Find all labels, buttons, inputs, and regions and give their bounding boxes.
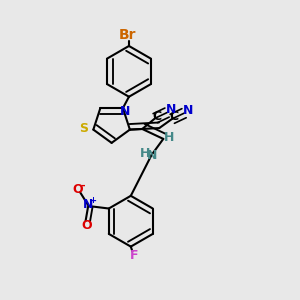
Text: F: F (130, 249, 138, 262)
Text: C: C (152, 110, 162, 123)
Text: C: C (169, 110, 179, 123)
Text: O: O (72, 182, 83, 196)
Text: H: H (140, 147, 150, 160)
Text: +: + (89, 196, 96, 205)
Text: N: N (83, 198, 93, 211)
Text: N: N (166, 103, 176, 116)
Text: -: - (81, 180, 85, 190)
Text: O: O (81, 219, 92, 232)
Text: S: S (80, 122, 88, 136)
Text: N: N (147, 149, 157, 162)
Text: H: H (164, 130, 174, 143)
Text: N: N (120, 105, 130, 118)
Text: N: N (183, 103, 193, 117)
Text: Br: Br (119, 28, 136, 42)
